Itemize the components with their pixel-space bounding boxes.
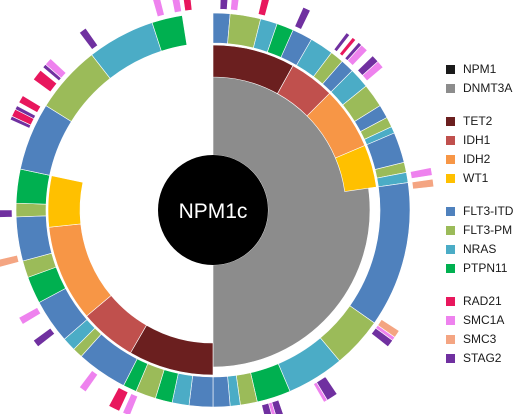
segment-flt3-pm-ring3: [15, 202, 47, 218]
legend-label: FLT3-PM: [463, 223, 513, 237]
legend-label: SMC3: [463, 332, 497, 346]
ring-segments: [0, 0, 435, 414]
segment-smc1a-ring4: [409, 167, 433, 179]
legend-item-ptpn11: PTPN11: [446, 260, 507, 276]
segment-smc1a-ring4: [230, 0, 240, 11]
legend-swatch: [446, 116, 455, 126]
legend-swatch: [446, 64, 455, 74]
segment-rad21-ring4: [257, 0, 270, 17]
segment-rad21-ring4: [32, 69, 58, 93]
segment-rad21-ring4: [183, 0, 193, 12]
segment-rad21-ring4: [108, 387, 129, 412]
legend-label: PTPN11: [463, 261, 508, 275]
legend-label: IDH1: [463, 133, 491, 147]
segment-wt1-ring2: [47, 175, 84, 228]
segment-smc1a-ring4: [78, 370, 99, 393]
legend-item-npm1: NPM1: [446, 61, 496, 77]
legend-label: WT1: [463, 171, 489, 185]
legend-label: TET2: [463, 114, 493, 128]
segment-smc3-ring4: [0, 254, 20, 268]
segment-smc1a-ring4: [171, 0, 182, 14]
segment-smc3-ring4: [411, 178, 435, 190]
legend-swatch: [446, 334, 455, 344]
legend-swatch: [446, 315, 455, 325]
segment-smc1a-ring4: [45, 58, 67, 79]
segment-stag2-ring4: [14, 105, 36, 120]
legend-item-smc1a: SMC1A: [446, 312, 504, 328]
legend-swatch: [446, 135, 455, 145]
segment-stag2-ring4: [370, 327, 394, 348]
segment-flt3-itd-ring3: [188, 375, 214, 408]
legend-label: DNMT3A: [463, 81, 513, 95]
segment-smc1a-ring4: [122, 393, 139, 414]
legend-swatch: [446, 83, 455, 93]
segment-smc1a-ring4: [313, 381, 328, 403]
legend-item-nras: NRAS: [446, 241, 496, 257]
segment-flt3-itd-ring3: [212, 12, 231, 44]
segment-rad21-ring4: [339, 37, 357, 57]
legend-swatch: [446, 154, 455, 164]
legend-item-flt3-pm: FLT3-PM: [446, 222, 512, 238]
legend-swatch: [446, 173, 455, 183]
legend-item-stag2: STAG2: [446, 350, 501, 366]
legend-label: SMC1A: [463, 313, 505, 327]
segment-flt3-itd-ring3: [212, 376, 231, 408]
center-circle: [158, 155, 268, 265]
legend-item-idh1: IDH1: [446, 132, 490, 148]
segment-stag2-ring4: [219, 0, 228, 10]
legend-swatch: [446, 244, 455, 254]
legend-label: STAG2: [463, 351, 502, 365]
legend-item-smc3: SMC3: [446, 331, 496, 347]
legend-label: RAD21: [463, 294, 502, 308]
legend-swatch: [446, 353, 455, 363]
segment-stag2-ring4: [261, 402, 272, 414]
segment-smc1a-ring4: [152, 0, 165, 18]
legend-label: NPM1: [463, 62, 497, 76]
segment-ptpn11-ring3: [151, 15, 188, 52]
segment-stag2-ring4: [32, 327, 56, 348]
legend-label: IDH2: [463, 152, 491, 166]
segment-stag2-ring4: [78, 27, 99, 50]
segment-stag2-ring4: [333, 32, 351, 53]
legend-swatch: [446, 296, 455, 306]
legend-item-idh2: IDH2: [446, 151, 490, 167]
legend-swatch: [446, 206, 455, 216]
legend-swatch: [446, 263, 455, 273]
segment-rad21-ring4: [18, 95, 42, 113]
segment-stag2-ring4: [0, 209, 13, 218]
legend-swatch: [446, 225, 455, 235]
legend-label: NRAS: [463, 242, 497, 256]
legend-label: FLT3-ITD: [463, 204, 514, 218]
legend-item-wt1: WT1: [446, 170, 488, 186]
center-label: NPM1c: [179, 200, 248, 223]
segment-smc1a-ring4: [361, 61, 384, 82]
legend-item-flt3-itd: FLT3-ITD: [446, 203, 513, 219]
segment-smc1a-ring4: [347, 44, 368, 66]
legend-item-rad21: RAD21: [446, 293, 502, 309]
segment-wt1-ring2: [335, 145, 377, 192]
segment-stag2-ring4: [294, 6, 311, 30]
legend-item-tet2: TET2: [446, 113, 492, 129]
segment-flt3-itd-ring3: [15, 215, 53, 262]
segment-smc1a-ring4: [18, 307, 42, 325]
legend-item-dnmt3a: DNMT3A: [446, 80, 512, 96]
